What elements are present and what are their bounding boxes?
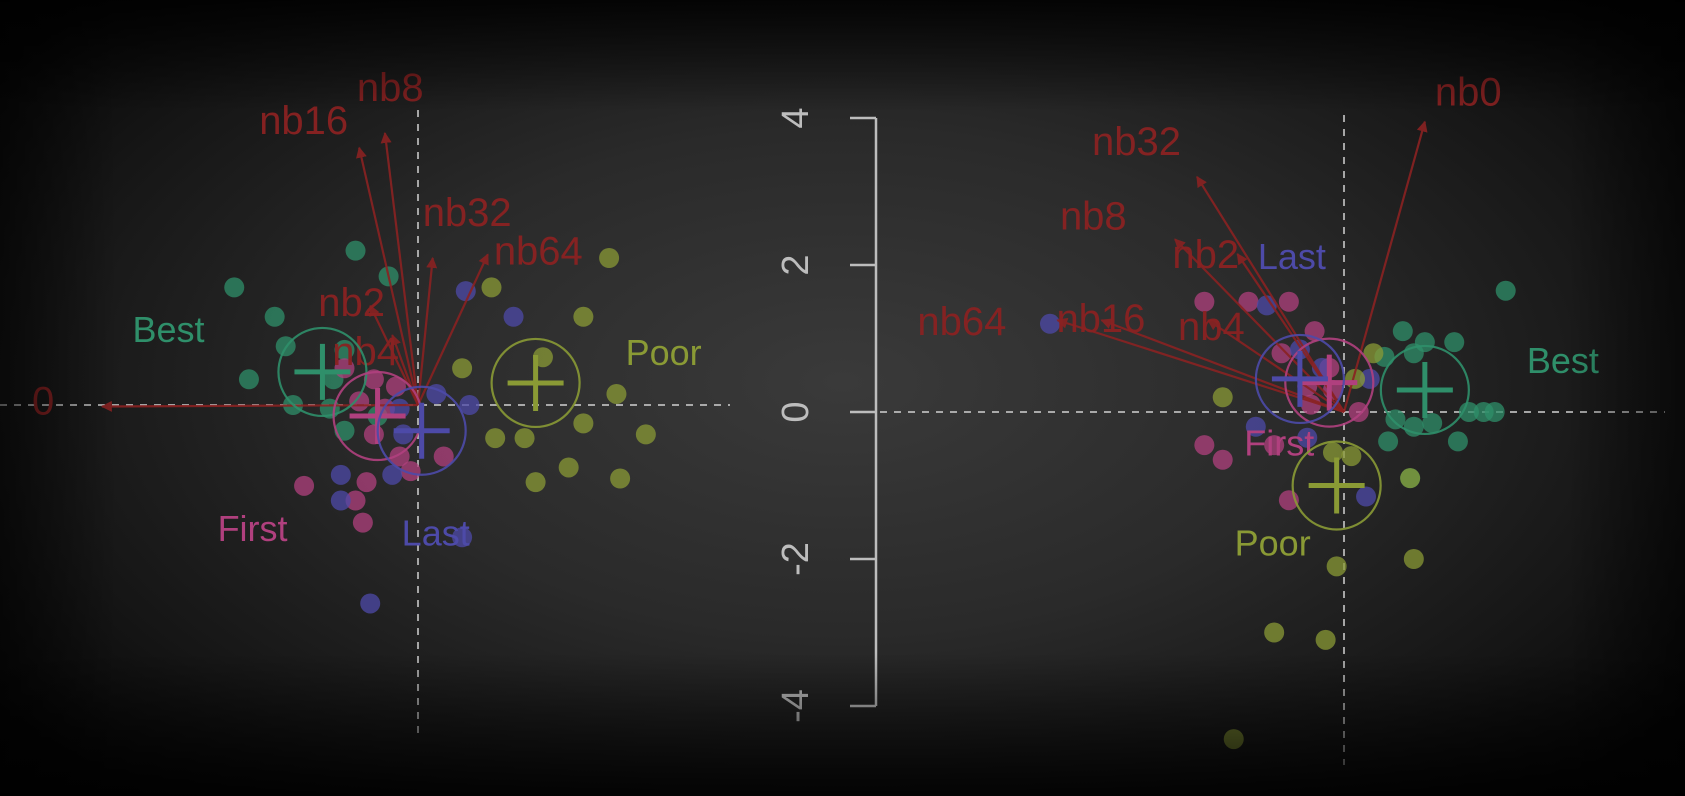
loading-label-nb64: nb64 [494,229,583,273]
group-label-last: Last [402,513,470,554]
data-point [1326,556,1347,577]
data-point [635,424,656,445]
loading-label-nb4: nb4 [1178,305,1245,349]
data-point [1447,431,1468,452]
loading-arrow-nb0 [100,400,419,412]
data-point [224,277,245,298]
data-point [1400,468,1421,489]
loading-label-nb8: nb8 [1060,194,1127,238]
y-tick-label: 0 [775,401,817,422]
data-point [1212,449,1233,470]
group-label-first: First [218,508,288,549]
data-point [1484,402,1505,422]
loading-label-nb8: nb8 [357,66,424,110]
data-point [1444,332,1465,353]
data-point [455,281,476,302]
loading-arrow-nb32 [416,256,438,406]
group-label-poor: Poor [626,332,702,373]
data-point [610,468,631,489]
data-point [1315,629,1336,650]
data-point [1378,431,1399,452]
data-point [1385,409,1406,430]
y-tick-label: -2 [775,542,817,576]
loading-label-nb16: nb16 [1056,297,1145,341]
data-point [1264,622,1285,643]
group-label-last: Last [1258,236,1326,277]
loading-label-nb2: nb2 [318,281,385,325]
data-point [264,306,285,327]
loading-arrow-nb64 [417,253,489,406]
data-point [1212,387,1233,408]
data-point [452,358,473,379]
data-point [360,593,381,614]
data-point [599,248,620,268]
data-point [1341,446,1362,467]
data-point [345,240,366,261]
loading-arrow-nb0 [1342,120,1428,413]
group-label-best: Best [1527,340,1599,381]
loading-label-nb0: nb0 [1435,71,1502,115]
data-point [1271,343,1292,364]
data-point [573,306,594,327]
loading-label-nb2: nb2 [1172,233,1239,277]
data-point [330,490,351,511]
data-point [573,413,594,434]
data-point [1356,486,1377,507]
data-point [1392,321,1413,342]
data-point [1194,435,1215,456]
group-label-poor: Poor [1235,523,1311,564]
loading-label-nb32: nb32 [1092,120,1181,164]
data-point [1223,729,1244,750]
data-point [558,457,579,478]
data-point [1322,442,1343,463]
y-tick-label: -4 [775,689,817,723]
group-label-best: Best [132,309,204,350]
data-point [334,420,355,441]
y-tick-label: 2 [775,254,817,275]
data-point [393,424,414,445]
shared-y-axis: -4 -2 0 2 4 [775,107,878,723]
data-point [481,277,502,298]
data-point [503,306,524,327]
data-point [352,512,373,533]
data-point [485,428,506,449]
loading-label-nb16: nb16 [259,99,348,143]
data-point [1495,280,1516,301]
data-point [363,424,384,445]
data-point [1278,291,1299,312]
data-point [294,475,315,496]
data-point [1403,549,1424,569]
data-point [356,472,377,493]
data-point [1348,402,1369,422]
data-point [606,383,627,404]
data-point [514,428,535,449]
data-point [238,369,259,390]
loading-label-nb0: 0 [32,379,54,423]
y-tick-label: 4 [775,107,817,128]
data-point [525,472,546,493]
data-point [330,464,351,485]
loading-label-nb64: nb64 [917,300,1006,344]
